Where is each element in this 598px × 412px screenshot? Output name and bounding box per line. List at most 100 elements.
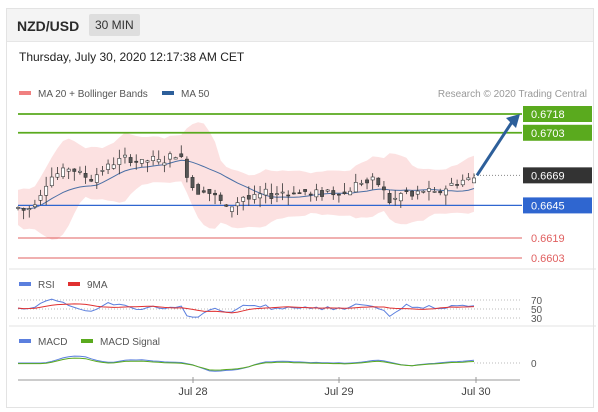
candle-body — [72, 168, 77, 172]
pivot-tag — [523, 197, 592, 214]
candle-body — [44, 185, 49, 196]
macd-signal-legend-label: MACD Signal — [100, 337, 160, 348]
candle-body — [438, 190, 443, 194]
forecast-arrow — [475, 114, 520, 177]
candle-body — [201, 190, 206, 193]
candle — [196, 182, 201, 195]
candle — [44, 176, 49, 206]
candle — [61, 163, 65, 179]
candle — [269, 183, 274, 205]
current-price-label: 0.6669 — [531, 170, 565, 182]
candle — [252, 185, 257, 204]
candle — [398, 192, 403, 208]
support-label: 0.6619 — [531, 233, 565, 245]
candle — [331, 186, 336, 200]
candle-body — [286, 194, 291, 197]
candle-body — [21, 208, 26, 211]
candle-body — [382, 186, 386, 191]
candle-body — [111, 164, 116, 169]
candle-body — [123, 154, 127, 158]
candle-body — [376, 177, 381, 186]
candle-body — [184, 158, 189, 178]
rsi-level-label: 70 — [531, 296, 543, 307]
candle-body — [16, 207, 20, 209]
candle-body — [213, 192, 217, 196]
candle-body — [258, 193, 262, 199]
bollinger-bands — [18, 122, 474, 240]
candle — [55, 166, 60, 181]
candle — [427, 180, 431, 201]
rsi-ma-legend-swatch — [68, 282, 80, 286]
candle — [145, 159, 150, 173]
candle-body — [218, 194, 223, 201]
candle — [325, 189, 330, 193]
candle-body — [100, 170, 105, 172]
candle-body — [61, 167, 65, 177]
candle-body — [325, 189, 330, 192]
candle-body — [308, 193, 313, 196]
candle — [460, 174, 465, 187]
candle-body — [336, 193, 341, 196]
candle — [106, 159, 110, 174]
candle-body — [466, 177, 471, 181]
credit-text: Research © 2020 Trading Central — [438, 89, 587, 100]
candle-body — [66, 168, 71, 172]
candle — [184, 156, 189, 183]
candle — [353, 173, 358, 193]
candle — [466, 172, 471, 181]
candle — [421, 190, 426, 194]
candle — [235, 197, 240, 215]
candle — [224, 203, 229, 207]
candle — [218, 192, 223, 205]
candle — [162, 155, 167, 173]
candle-body — [359, 182, 364, 185]
candle — [111, 157, 116, 170]
candle — [246, 186, 251, 206]
macd-zero-label: 0 — [531, 359, 537, 370]
candle — [336, 193, 341, 203]
candle — [83, 165, 88, 184]
candle-body — [303, 189, 308, 192]
candle — [190, 175, 195, 191]
macd-legend-swatch — [19, 339, 31, 343]
candle — [27, 205, 32, 218]
rsi-level-label: 30 — [531, 314, 543, 325]
timeframe-badge[interactable]: 30 MIN — [89, 14, 140, 36]
candle-body — [331, 190, 336, 196]
candle-body — [460, 179, 465, 186]
candle-body — [421, 190, 426, 193]
candle-body — [38, 195, 43, 201]
candle — [365, 177, 369, 190]
candle-body — [275, 193, 279, 196]
candle-body — [348, 190, 353, 196]
level-labels: 0.6718 0.6703 0.6669 0.6645 0.6619 0.6603 — [523, 106, 592, 265]
candle-body — [432, 191, 437, 193]
time-tick-label: Jul 29 — [324, 386, 353, 398]
candle — [275, 186, 279, 203]
candle-body — [269, 193, 274, 199]
candle — [16, 206, 20, 211]
candle — [72, 168, 77, 181]
candle — [348, 187, 353, 196]
resistance-label: 0.6718 — [531, 109, 565, 121]
candle-body — [320, 190, 324, 197]
candle-body — [117, 158, 122, 165]
candle — [291, 186, 296, 195]
candle — [179, 145, 184, 159]
candle — [123, 147, 127, 164]
candle — [432, 186, 437, 193]
candle-body — [168, 153, 172, 160]
main-legend: MA 20 + Bollinger Bands MA 50 Research ©… — [19, 89, 587, 100]
candle — [404, 187, 409, 195]
candle — [94, 167, 99, 189]
macd-panel: MACD MACD Signal 0 — [18, 337, 537, 372]
candle-body — [252, 194, 257, 200]
time-axis: Jul 28 Jul 29 Jul 30 — [18, 377, 520, 398]
ma20-legend-label: MA 20 + Bollinger Bands — [38, 89, 148, 100]
pivot-label: 0.6645 — [531, 200, 565, 212]
candle-body — [415, 190, 420, 195]
ma50-legend-label: MA 50 — [181, 89, 210, 100]
ma20-legend-swatch — [19, 91, 31, 95]
candle-body — [128, 157, 133, 163]
resistance-tag — [523, 106, 592, 122]
